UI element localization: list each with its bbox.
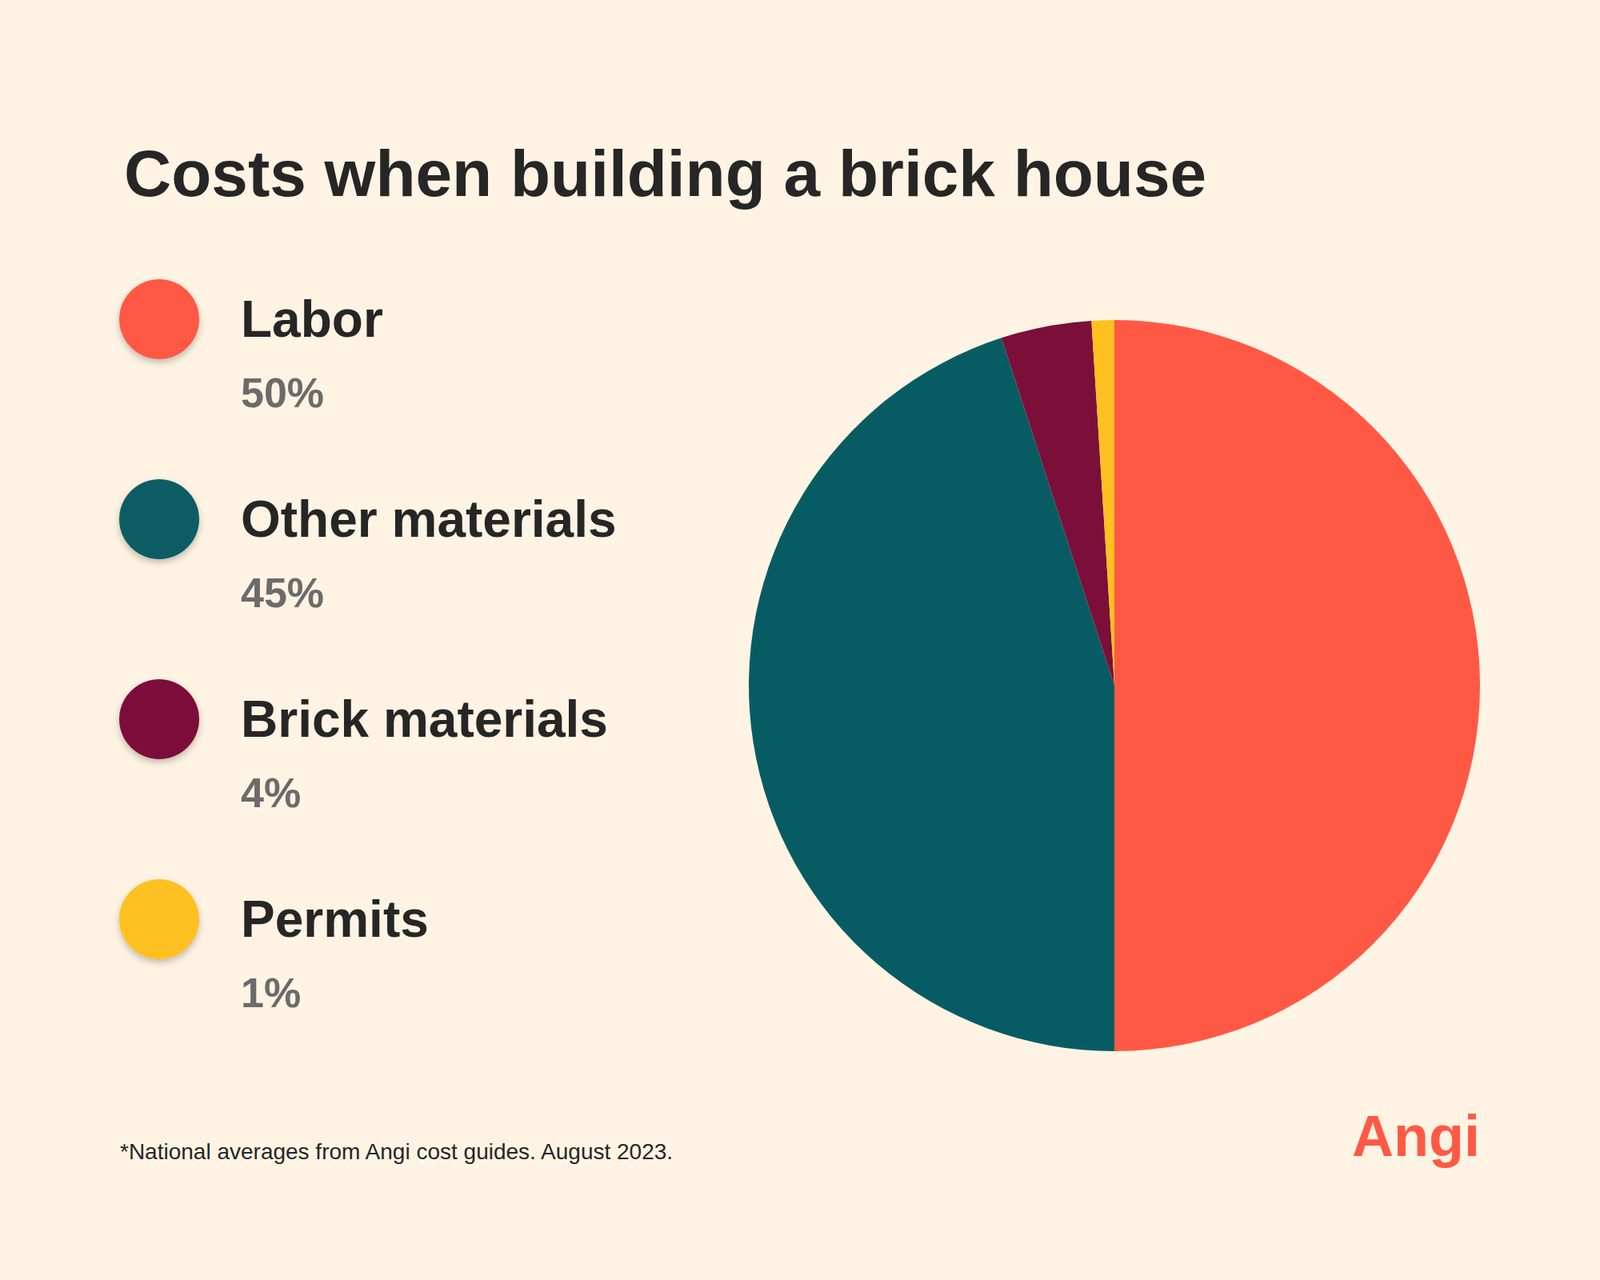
svg-text:Other materials: Other materials bbox=[240, 490, 617, 548]
svg-text:Brick materials: Brick materials bbox=[240, 690, 608, 748]
svg-text:4%: 4% bbox=[240, 769, 301, 816]
svg-text:45%: 45% bbox=[240, 569, 324, 616]
svg-text:50%: 50% bbox=[240, 369, 324, 416]
svg-text:Costs when building a brick ho: Costs when building a brick house bbox=[124, 136, 1207, 210]
svg-text:1%: 1% bbox=[240, 969, 301, 1016]
svg-text:Permits: Permits bbox=[240, 890, 429, 948]
svg-text:Labor: Labor bbox=[240, 290, 384, 348]
svg-text:Angi: Angi bbox=[1352, 1104, 1480, 1168]
svg-text:*National averages from Angi c: *National averages from Angi cost guides… bbox=[120, 1139, 673, 1164]
